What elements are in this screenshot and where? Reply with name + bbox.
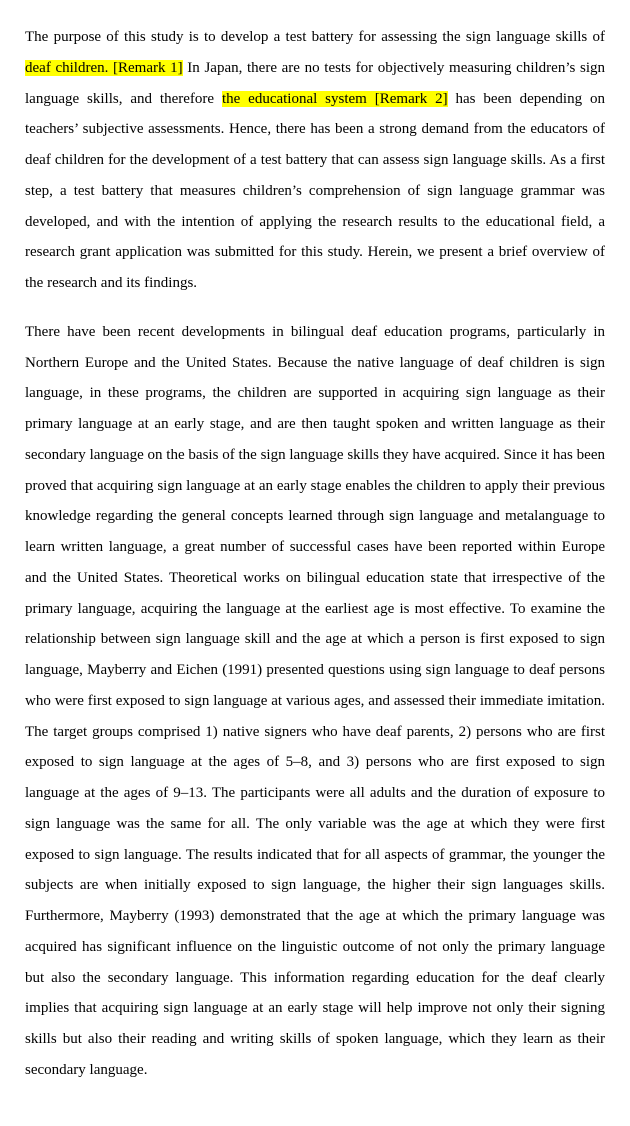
paragraph-1: The purpose of this study is to develop … bbox=[25, 22, 605, 299]
para1-text-3: has been depending on teachers’ subjecti… bbox=[25, 91, 605, 292]
highlight-remark-2: the educational system [Remark 2] bbox=[222, 91, 448, 107]
highlight-remark-1: deaf children. [Remark 1] bbox=[25, 60, 183, 76]
para1-text-1: The purpose of this study is to develop … bbox=[25, 29, 605, 45]
paragraph-2: There have been recent developments in b… bbox=[25, 317, 605, 1086]
